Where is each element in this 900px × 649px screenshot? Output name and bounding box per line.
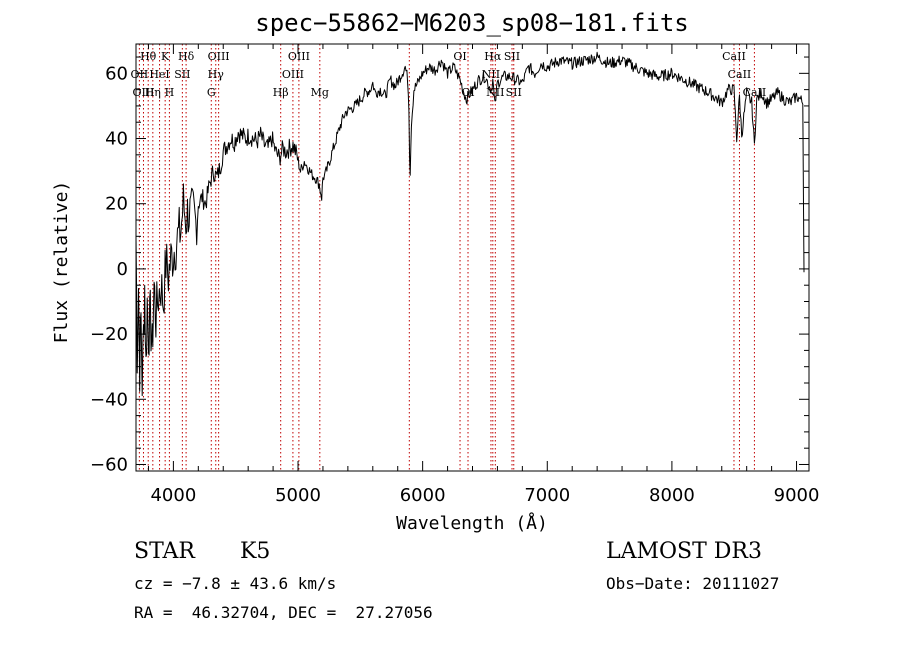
x-tick-label: 5000: [275, 485, 321, 506]
x-axis-label: Wavelength (Å): [396, 512, 548, 534]
spectral-line-label: Hδ: [178, 50, 195, 63]
spectral-line-label: CaII: [743, 86, 767, 99]
object-subclass: K5: [240, 539, 271, 564]
plot-frame: [135, 43, 810, 472]
x-tick-label: 7000: [524, 485, 570, 506]
y-tick-label: −40: [90, 389, 128, 410]
x-tick-label: 9000: [774, 485, 820, 506]
spectral-line-label: K: [161, 50, 170, 63]
coordinates: RA = 46.32704, DEC = 27.27056: [134, 603, 433, 622]
observation-date: Obs−Date: 20111027: [606, 574, 780, 593]
spectral-line-label: NII: [482, 68, 500, 81]
spectral-line-label: OIII: [132, 86, 154, 99]
x-tick-label: 8000: [649, 485, 695, 506]
y-tick-label: −20: [90, 324, 128, 345]
y-tick-label: 0: [117, 259, 128, 280]
y-tick-label: 20: [105, 194, 128, 215]
spectral-line-label: OIII: [288, 50, 310, 63]
spectral-line-label: OIII: [282, 68, 304, 81]
spectral-line-label: OIII: [208, 50, 230, 63]
spectral-line-label: SII: [506, 86, 522, 99]
spectral-line-label: OI: [461, 86, 474, 99]
spectral-line-label: HeI: [149, 68, 169, 81]
spectral-line-label: OI: [453, 50, 466, 63]
x-tick-label: 4000: [150, 485, 196, 506]
spectral-line-label: H: [165, 86, 175, 99]
y-tick-label: 40: [105, 129, 128, 150]
spectral-line-label: Hβ: [273, 86, 289, 99]
axis-ticks: [136, 44, 809, 471]
spectral-line-label: Hη: [145, 86, 161, 99]
spectral-line-label: Hγ: [208, 68, 225, 81]
spectral-line-label: Mg: [311, 86, 329, 99]
y-tick-label: −60: [90, 454, 128, 475]
spectral-line-label: SII: [504, 50, 520, 63]
y-axis-label: Flux (relative): [51, 181, 72, 344]
spectral-line-label: G: [207, 86, 216, 99]
spectrum-line: [135, 51, 805, 397]
chart-title: spec−55862−M6203_sp08−181.fits: [255, 9, 688, 37]
redshift-velocity: cz = −7.8 ± 43.6 km/s: [134, 574, 337, 593]
y-tick-label: 60: [105, 63, 128, 84]
spectral-line-label: CaII: [728, 68, 752, 81]
spectral-line-label: Hθ: [140, 50, 157, 63]
spectrum-series: [135, 51, 805, 397]
spectral-line-label: SII: [174, 68, 190, 81]
spectral-line-label: CaII: [722, 50, 746, 63]
x-tick-labels: 4000 5000 6000 7000 8000 9000: [150, 485, 819, 506]
x-tick-label: 6000: [400, 485, 446, 506]
survey-name: LAMOST DR3: [606, 539, 762, 564]
y-tick-labels: −60 −40 −20 0 20 40 60: [90, 63, 128, 475]
spectral-line-label: NII: [486, 86, 504, 99]
spectral-line-label: Hα: [484, 50, 502, 63]
spectral-line-markers: [138, 44, 755, 471]
spectral-line-label: OII: [131, 68, 149, 81]
spectral-line-labels: Hθ OII OIII K HeI Hη Hδ SII H OIII Hγ G OIII OIII Hβ Mg…: [131, 50, 767, 99]
object-class: STAR: [134, 539, 195, 564]
